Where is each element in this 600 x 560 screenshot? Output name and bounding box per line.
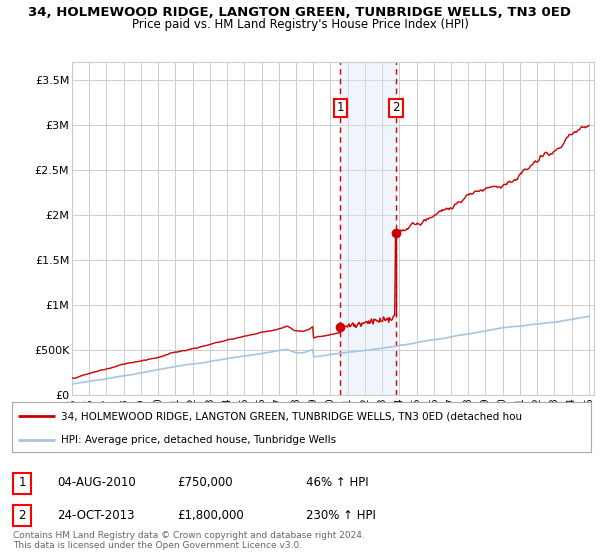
Bar (340, 62, 396, 395)
Text: 2: 2 (19, 508, 26, 522)
Text: 1: 1 (337, 101, 344, 114)
Text: £750,000: £750,000 (177, 476, 233, 489)
Text: 230% ↑ HPI: 230% ↑ HPI (306, 508, 376, 522)
Text: 46% ↑ HPI: 46% ↑ HPI (306, 476, 368, 489)
Text: 34, HOLMEWOOD RIDGE, LANGTON GREEN, TUNBRIDGE WELLS, TN3 0ED: 34, HOLMEWOOD RIDGE, LANGTON GREEN, TUNB… (29, 6, 571, 18)
Text: £1,800,000: £1,800,000 (177, 508, 244, 522)
Text: 2: 2 (392, 101, 400, 114)
Text: Price paid vs. HM Land Registry's House Price Index (HPI): Price paid vs. HM Land Registry's House … (131, 18, 469, 31)
Text: HPI: Average price, detached house, Tunbridge Wells: HPI: Average price, detached house, Tunb… (61, 435, 337, 445)
Text: 1: 1 (19, 476, 26, 489)
Text: 24-OCT-2013: 24-OCT-2013 (57, 508, 134, 522)
Text: 34, HOLMEWOOD RIDGE, LANGTON GREEN, TUNBRIDGE WELLS, TN3 0ED (detached hou: 34, HOLMEWOOD RIDGE, LANGTON GREEN, TUNB… (61, 411, 523, 421)
Text: Contains HM Land Registry data © Crown copyright and database right 2024.
This d: Contains HM Land Registry data © Crown c… (13, 530, 365, 550)
Text: 04-AUG-2010: 04-AUG-2010 (57, 476, 136, 489)
